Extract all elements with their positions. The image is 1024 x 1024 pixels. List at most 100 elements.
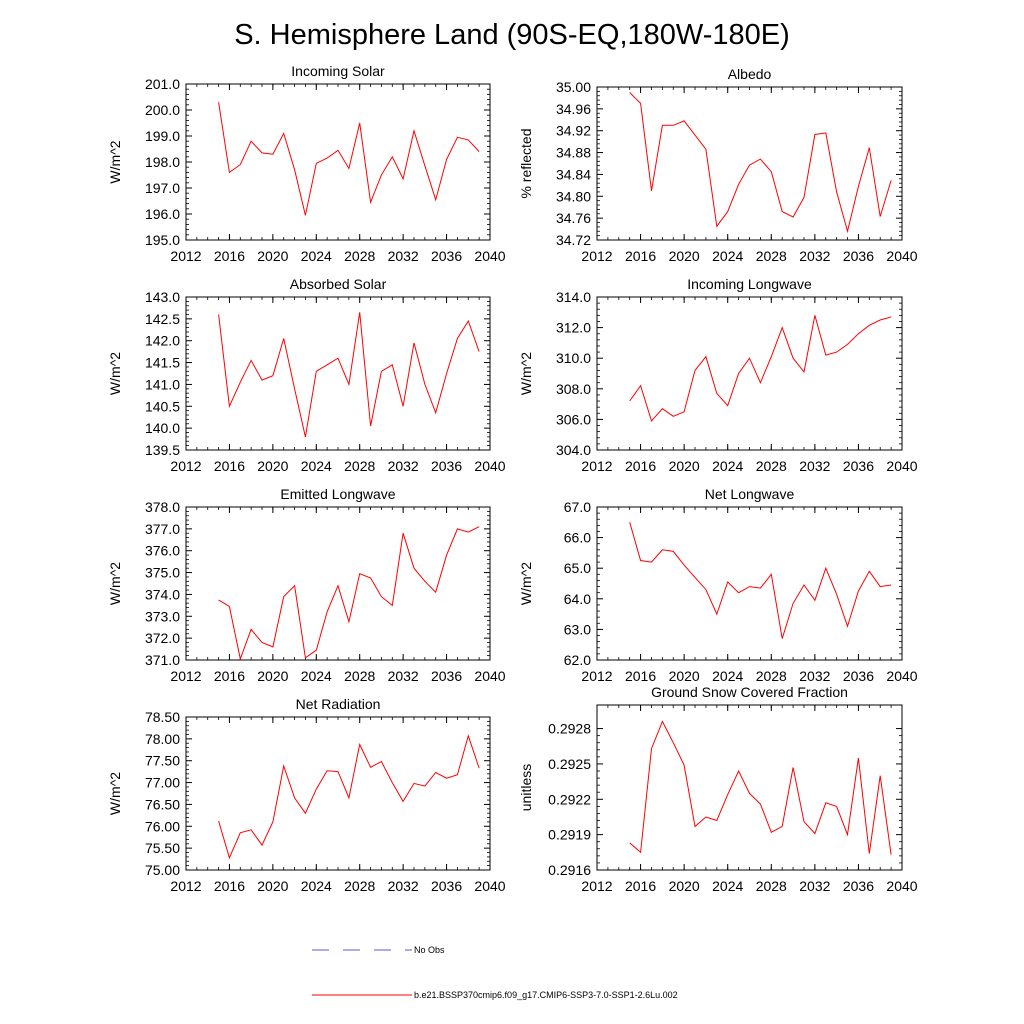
plot-frame bbox=[185, 716, 491, 871]
panel-title: Net Longwave bbox=[705, 486, 795, 502]
panel-title: Net Radiation bbox=[296, 696, 381, 712]
x-tick-label: 2020 bbox=[669, 668, 700, 684]
y-tick-label: 34.88 bbox=[556, 145, 591, 161]
series-line bbox=[629, 720, 892, 855]
y-tick-label: 34.92 bbox=[556, 123, 591, 139]
y-tick-label: 78.00 bbox=[145, 731, 180, 747]
chart-panel: 2012 2016 2020 2024 2028 2032 2036 2040 0.2916 0.… bbox=[518, 684, 918, 894]
chart-panel: 2012 2016 2020 2024 2028 2032 2036 2040 62.0 63.0… bbox=[518, 486, 918, 684]
y-tick-label: 371.0 bbox=[145, 652, 180, 668]
y-tick-label: 372.0 bbox=[145, 630, 180, 646]
x-tick-label: 2040 bbox=[886, 878, 917, 894]
x-tick-label: 2032 bbox=[388, 248, 419, 264]
y-axis-label: W/m^2 bbox=[107, 562, 123, 605]
x-tick-label: 2024 bbox=[301, 668, 332, 684]
x-tick-label: 2016 bbox=[625, 668, 656, 684]
x-tick-label: 2028 bbox=[344, 248, 375, 264]
y-tick-label: 0.2925 bbox=[548, 756, 591, 772]
x-tick-label: 2036 bbox=[431, 458, 462, 474]
y-tick-label: 0.2922 bbox=[548, 791, 591, 807]
x-tick-label: 2024 bbox=[712, 458, 743, 474]
y-tick-label: 196.0 bbox=[145, 206, 180, 222]
x-tick-label: 2012 bbox=[170, 248, 201, 264]
y-tick-label: 377.0 bbox=[145, 521, 180, 537]
y-tick-label: 199.0 bbox=[145, 128, 180, 144]
x-tick-label: 2016 bbox=[214, 458, 245, 474]
x-tick-label: 2036 bbox=[431, 248, 462, 264]
chart-panel: 2012 2016 2020 2024 2028 2032 2036 2040 34.72 34.… bbox=[518, 66, 918, 264]
plot-frame bbox=[185, 296, 491, 451]
panel-title: Albedo bbox=[728, 66, 772, 82]
series-line bbox=[218, 102, 480, 216]
x-tick-label: 2036 bbox=[431, 878, 462, 894]
legend: No Obs b.e21.BSSP370cmip6.f09_g17.CMIP6-… bbox=[312, 945, 678, 1000]
x-tick-label: 2032 bbox=[799, 668, 830, 684]
x-tick-label: 2020 bbox=[669, 458, 700, 474]
series-line bbox=[629, 522, 892, 639]
x-tick-label: 2016 bbox=[214, 668, 245, 684]
y-axis-label: W/m^2 bbox=[518, 562, 534, 605]
panel-title: Ground Snow Covered Fraction bbox=[651, 684, 848, 700]
y-tick-label: 75.50 bbox=[145, 840, 180, 856]
y-tick-label: 76.00 bbox=[145, 818, 180, 834]
x-tick-label: 2024 bbox=[301, 458, 332, 474]
x-tick-label: 2028 bbox=[756, 248, 787, 264]
x-tick-label: 2020 bbox=[257, 878, 288, 894]
x-tick-label: 2028 bbox=[756, 458, 787, 474]
y-tick-label: 0.2916 bbox=[548, 862, 591, 878]
y-axis-label: W/m^2 bbox=[518, 352, 534, 395]
x-tick-label: 2012 bbox=[581, 458, 612, 474]
y-axis-label: % reflected bbox=[518, 128, 534, 198]
series-line bbox=[629, 315, 892, 422]
y-tick-label: 314.0 bbox=[556, 289, 591, 305]
x-tick-label: 2040 bbox=[886, 248, 917, 264]
x-tick-label: 2036 bbox=[431, 668, 462, 684]
x-tick-label: 2024 bbox=[712, 878, 743, 894]
y-tick-label: 375.0 bbox=[145, 565, 180, 581]
x-tick-label: 2036 bbox=[843, 668, 874, 684]
x-tick-label: 2040 bbox=[886, 458, 917, 474]
y-tick-label: 34.76 bbox=[556, 210, 591, 226]
x-tick-label: 2024 bbox=[301, 248, 332, 264]
figure-title: S. Hemisphere Land (90S-EQ,180W-180E) bbox=[234, 19, 790, 51]
y-tick-label: 374.0 bbox=[145, 586, 180, 602]
x-tick-label: 2012 bbox=[170, 878, 201, 894]
y-tick-label: 0.2919 bbox=[548, 827, 591, 843]
panel-title: Emitted Longwave bbox=[280, 486, 395, 502]
y-tick-label: 34.80 bbox=[556, 188, 591, 204]
legend-obs-label: No Obs bbox=[414, 945, 445, 955]
x-tick-label: 2032 bbox=[799, 878, 830, 894]
y-tick-label: 34.84 bbox=[556, 166, 591, 182]
y-tick-label: 0.2928 bbox=[548, 721, 591, 737]
chart-panel: 2012 2016 2020 2024 2028 2032 2036 2040 304.0 306… bbox=[518, 276, 918, 474]
chart-panel: 2012 2016 2020 2024 2028 2032 2036 2040 195.0 196… bbox=[107, 63, 506, 264]
x-tick-label: 2012 bbox=[170, 668, 201, 684]
x-tick-label: 2032 bbox=[799, 458, 830, 474]
y-tick-label: 62.0 bbox=[564, 652, 591, 668]
y-axis-label: unitless bbox=[518, 764, 534, 811]
y-tick-label: 200.0 bbox=[145, 102, 180, 118]
y-tick-label: 141.5 bbox=[145, 355, 180, 371]
x-tick-label: 2016 bbox=[625, 458, 656, 474]
y-tick-label: 142.0 bbox=[145, 333, 180, 349]
x-tick-label: 2012 bbox=[581, 248, 612, 264]
series-line bbox=[218, 312, 480, 438]
x-tick-label: 2036 bbox=[843, 878, 874, 894]
panel-title: Incoming Solar bbox=[291, 63, 385, 79]
chart-panel: 2012 2016 2020 2024 2028 2032 2036 2040 139.5 140… bbox=[107, 276, 506, 474]
plot-frame bbox=[596, 296, 903, 451]
y-tick-label: 34.96 bbox=[556, 101, 591, 117]
y-tick-label: 197.0 bbox=[145, 180, 180, 196]
chart-panel: 2012 2016 2020 2024 2028 2032 2036 2040 75.00 75.… bbox=[107, 696, 506, 894]
y-tick-label: 198.0 bbox=[145, 154, 180, 170]
x-tick-label: 2036 bbox=[843, 248, 874, 264]
y-tick-label: 77.50 bbox=[145, 753, 180, 769]
x-tick-label: 2028 bbox=[344, 458, 375, 474]
y-tick-label: 75.00 bbox=[145, 862, 180, 878]
y-tick-label: 35.00 bbox=[556, 79, 591, 95]
chart-panel: 2012 2016 2020 2024 2028 2032 2036 2040 371.0 372… bbox=[107, 486, 506, 684]
x-tick-label: 2040 bbox=[474, 668, 505, 684]
x-tick-label: 2028 bbox=[756, 878, 787, 894]
x-tick-label: 2032 bbox=[388, 668, 419, 684]
